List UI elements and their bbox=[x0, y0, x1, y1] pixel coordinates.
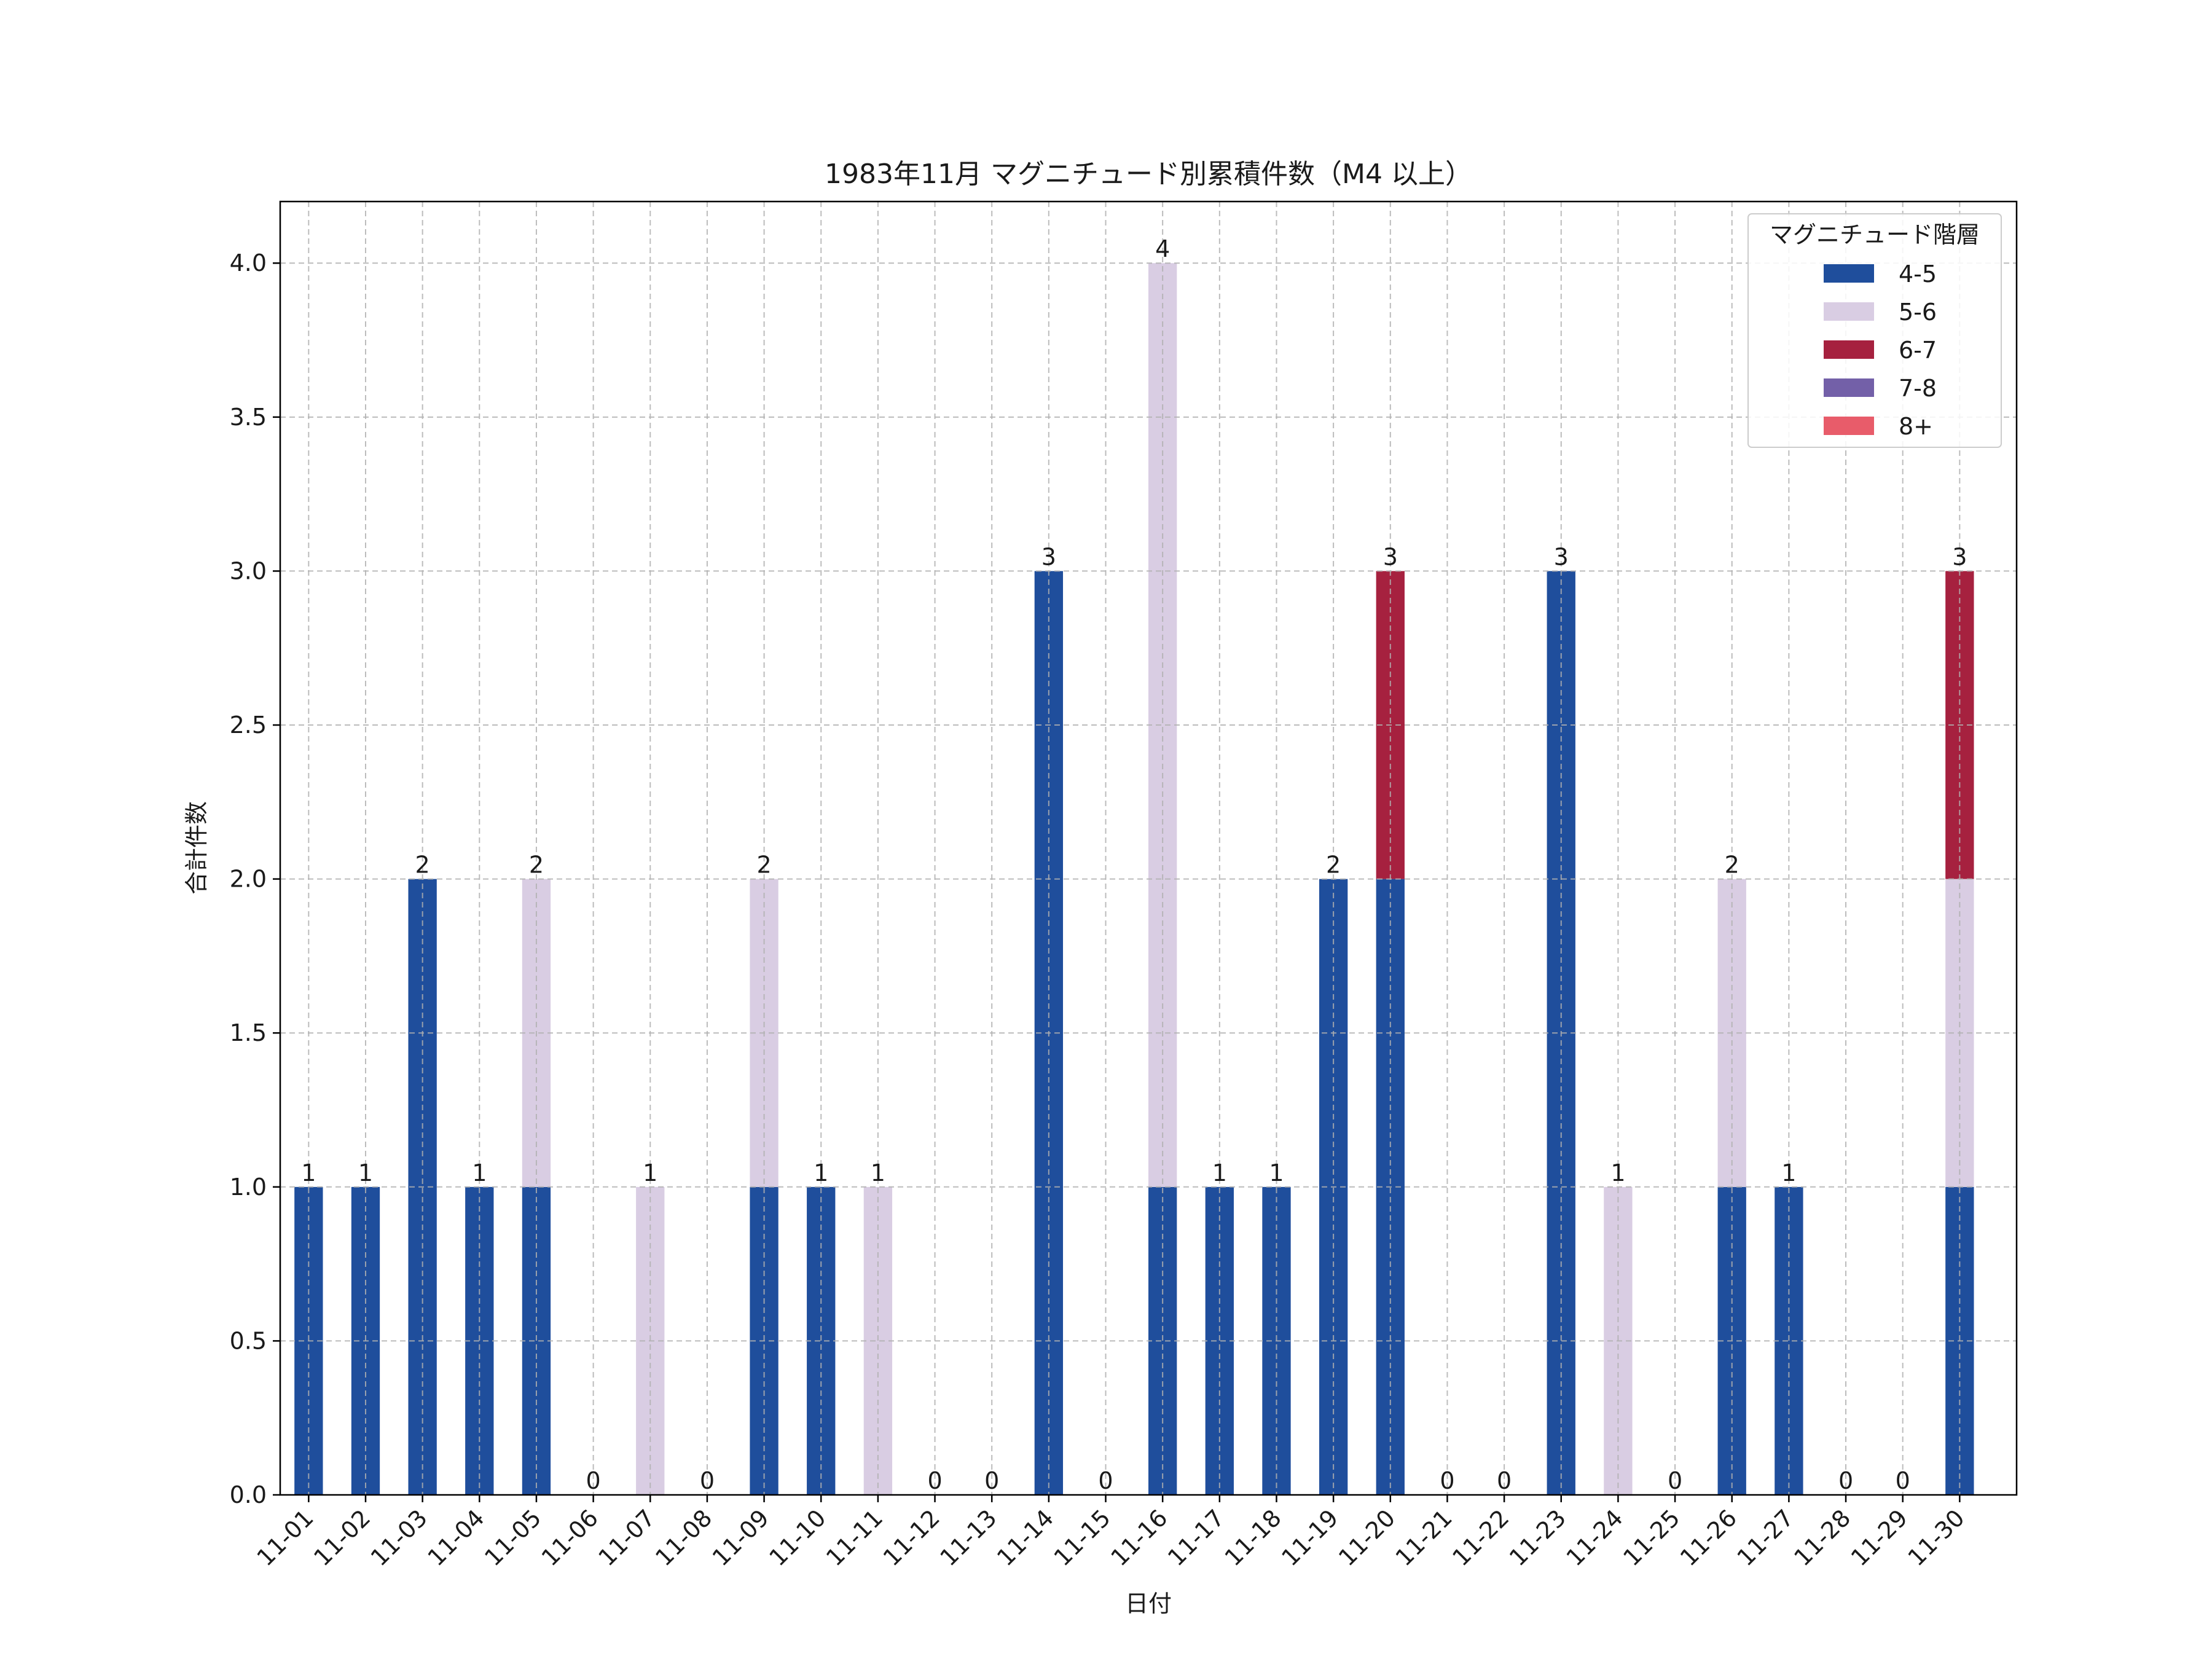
y-tick-label-6: 3.0 bbox=[230, 557, 267, 584]
legend-swatch-1 bbox=[1824, 302, 1874, 321]
bar-total-label-11-12: 0 bbox=[927, 1467, 942, 1494]
bar-total-label-11-05: 2 bbox=[529, 852, 544, 879]
legend-label-4: 8+ bbox=[1899, 413, 1933, 440]
bar-total-label-11-14: 3 bbox=[1041, 543, 1056, 570]
bar-total-label-11-06: 0 bbox=[586, 1467, 601, 1494]
bar-total-label-11-07: 1 bbox=[643, 1159, 657, 1186]
y-tick-label-3: 1.5 bbox=[230, 1019, 267, 1046]
legend-swatch-3 bbox=[1824, 378, 1874, 397]
bar-total-label-11-25: 0 bbox=[1668, 1467, 1682, 1494]
legend: マグニチュード階層 4-5 5-6 6-7 7-8 8+ bbox=[1747, 213, 2002, 448]
bar-total-label-11-03: 2 bbox=[415, 852, 430, 879]
legend-swatch-2 bbox=[1824, 340, 1874, 359]
bar-total-label-11-20: 3 bbox=[1383, 543, 1398, 570]
bar-total-label-11-13: 0 bbox=[984, 1467, 999, 1494]
legend-title: マグニチュード階層 bbox=[1770, 221, 1980, 248]
bar-total-label-11-08: 0 bbox=[700, 1467, 715, 1494]
y-tick-label-4: 2.0 bbox=[230, 866, 267, 893]
bar-total-label-11-04: 1 bbox=[472, 1159, 487, 1186]
bar-total-label-11-29: 0 bbox=[1896, 1467, 1910, 1494]
legend-label-3: 7-8 bbox=[1899, 375, 1937, 402]
bar-total-label-11-09: 2 bbox=[756, 852, 771, 879]
bar-total-label-11-17: 1 bbox=[1212, 1159, 1227, 1186]
bar-11-16-series-1 bbox=[1148, 263, 1177, 1187]
plot-frame bbox=[279, 200, 2018, 1496]
bar-total-label-11-24: 1 bbox=[1610, 1159, 1625, 1186]
legend-label-2: 6-7 bbox=[1899, 337, 1937, 364]
y-axis: 0.0 0.5 1.0 1.5 2.0 2.5 3.0 3.5 4.0 bbox=[230, 249, 280, 1508]
bar-total-label-11-16: 4 bbox=[1155, 235, 1170, 262]
bar-total-label-11-22: 0 bbox=[1497, 1467, 1512, 1494]
legend-label-1: 5-6 bbox=[1899, 299, 1937, 326]
bar-total-label-11-10: 1 bbox=[814, 1159, 828, 1186]
bar-total-label-11-19: 2 bbox=[1326, 852, 1341, 879]
y-tick-label-0: 0.0 bbox=[230, 1481, 267, 1508]
bar-total-label-11-23: 3 bbox=[1554, 543, 1569, 570]
y-tick-label-2: 1.0 bbox=[230, 1174, 267, 1201]
y-axis-label: 合計件数 bbox=[183, 801, 210, 895]
bar-total-label-11-02: 1 bbox=[358, 1159, 373, 1186]
chart-title: 1983年11月 マグニチュード別累積件数（M4 以上） bbox=[825, 159, 1472, 190]
bar-total-labels: 1 1 2 1 2 0 1 0 2 1 1 0 0 3 0 4 1 1 2 3 0 0 3 1 0 2 1 0 0 3 bbox=[301, 235, 1967, 1494]
legend-items: 4-5 5-6 6-7 7-8 8+ bbox=[1824, 261, 1937, 440]
bar-total-label-11-18: 1 bbox=[1269, 1159, 1284, 1186]
bar-total-label-11-26: 2 bbox=[1725, 852, 1739, 879]
bar-total-label-11-30: 3 bbox=[1952, 543, 1967, 570]
y-tick-label-5: 2.5 bbox=[230, 711, 267, 739]
legend-swatch-4 bbox=[1824, 417, 1874, 435]
y-tick-label-1: 0.5 bbox=[230, 1327, 267, 1354]
legend-label-0: 4-5 bbox=[1899, 261, 1937, 288]
bar-total-label-11-21: 0 bbox=[1440, 1467, 1454, 1494]
bar-total-label-11-15: 0 bbox=[1098, 1467, 1113, 1494]
bar-total-label-11-28: 0 bbox=[1838, 1467, 1853, 1494]
legend-box bbox=[1747, 213, 2002, 448]
bar-total-label-11-11: 1 bbox=[871, 1159, 885, 1186]
y-tick-label-8: 4.0 bbox=[230, 249, 267, 276]
bar-total-label-11-01: 1 bbox=[301, 1159, 316, 1186]
x-axis-label: 日付 bbox=[1125, 1590, 1172, 1617]
bar-total-label-11-27: 1 bbox=[1781, 1159, 1796, 1186]
y-tick-label-7: 3.5 bbox=[230, 404, 267, 431]
legend-swatch-0 bbox=[1824, 264, 1874, 283]
